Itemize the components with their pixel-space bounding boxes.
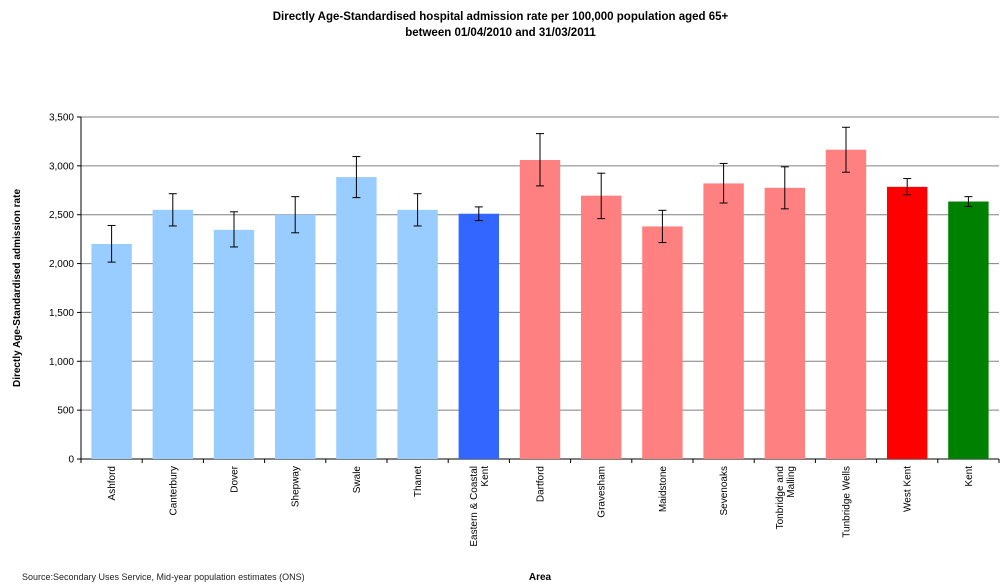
y-tick-label: 500 <box>57 406 74 417</box>
bar <box>887 186 928 459</box>
bar <box>458 213 499 459</box>
x-tick-label: Kent <box>480 466 491 487</box>
x-tick-label: Gravesham <box>597 466 608 518</box>
x-tick-label: Kent <box>964 466 975 487</box>
y-tick-label: 0 <box>68 455 74 466</box>
bar <box>764 187 805 460</box>
x-tick-label: Dartford <box>536 466 547 502</box>
y-tick-label: 1,500 <box>49 308 74 319</box>
y-axis-title: Directly Age-Standardised admission rate <box>12 189 23 387</box>
bar <box>152 209 193 459</box>
bar <box>581 195 622 459</box>
x-tick-label: Thanet <box>413 466 424 497</box>
y-tick-label: 3,000 <box>49 161 74 172</box>
bar <box>825 149 867 459</box>
x-tick-label: Maidstone <box>658 466 669 513</box>
chart-title-line-1: Directly Age-Standardised hospital admis… <box>272 11 729 23</box>
bar <box>703 183 744 459</box>
x-tick-label: Swale <box>352 466 363 494</box>
bar <box>275 214 316 459</box>
bar <box>642 226 683 459</box>
bar <box>91 244 132 459</box>
x-tick-label: Sevenoaks <box>719 466 730 515</box>
x-tick-label: Tonbridge and <box>775 466 786 529</box>
x-tick-label: Malling <box>786 466 797 498</box>
bar <box>519 159 561 459</box>
x-tick-label: Ashford <box>107 466 118 500</box>
bar <box>948 201 989 459</box>
bar <box>336 177 377 459</box>
x-tick-label: Eastern & Coastal <box>469 466 480 547</box>
x-axis-title: Area <box>529 572 552 583</box>
source-note: Source:Secondary Uses Service, Mid-year … <box>22 572 305 582</box>
y-tick-label: 2,500 <box>49 210 74 221</box>
x-tick-label: West Kent <box>903 466 914 512</box>
y-tick-label: 3,500 <box>49 113 74 124</box>
x-tick-label: Dover <box>230 465 241 492</box>
chart-title-line-2: between 01/04/2010 and 31/03/2011 <box>405 27 596 39</box>
x-tick-label: Shepway <box>291 466 302 507</box>
x-tick-label: Tunbridge Wells <box>842 466 853 538</box>
y-tick-label: 1,000 <box>49 357 74 368</box>
x-tick-label: Canterbury <box>168 466 179 515</box>
bar <box>213 229 255 459</box>
bar <box>397 209 438 459</box>
y-tick-label: 2,000 <box>49 259 74 270</box>
